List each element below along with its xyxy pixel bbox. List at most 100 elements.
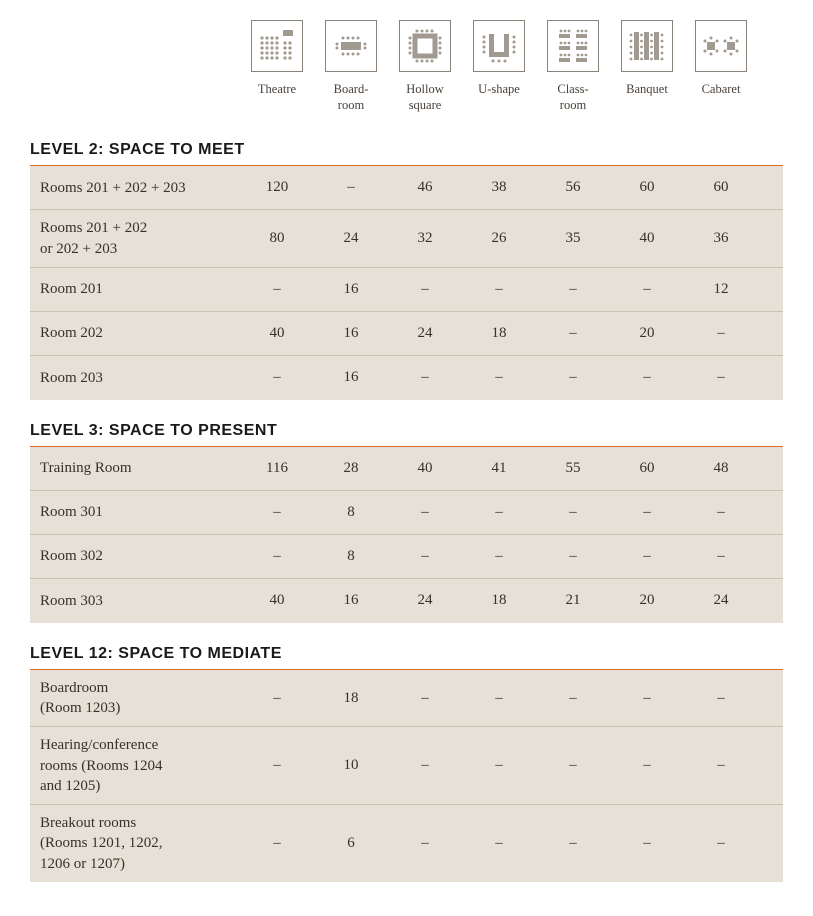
capacity-cell: –	[240, 757, 314, 774]
capacity-cell: 16	[314, 281, 388, 298]
layout-icons-row	[30, 20, 783, 72]
table-row: Rooms 201 + 202or 202 + 2038024322635403…	[30, 210, 783, 268]
capacity-cell: –	[388, 835, 462, 852]
capacity-cell: 36	[684, 230, 758, 247]
capacity-cell: –	[610, 369, 684, 386]
table-section: LEVEL 2: SPACE TO MEETRooms 201 + 202 + …	[30, 133, 783, 400]
room-name: Room 201	[30, 279, 240, 299]
table-section: LEVEL 3: SPACE TO PRESENTTraining Room11…	[30, 414, 783, 623]
room-name: Hearing/conferencerooms (Rooms 1204and 1…	[30, 735, 240, 796]
capacity-cell: –	[610, 757, 684, 774]
capacity-cell: –	[462, 369, 536, 386]
capacity-cell: –	[388, 757, 462, 774]
capacity-cell: 24	[388, 592, 462, 609]
table-row: Room 301–8–––––	[30, 491, 783, 535]
capacity-cell: –	[462, 281, 536, 298]
capacity-cell: –	[388, 504, 462, 521]
capacity-cell: 55	[536, 460, 610, 477]
capacity-cell: –	[388, 281, 462, 298]
col-label: Cabaret	[684, 78, 758, 117]
capacity-cell: –	[462, 504, 536, 521]
col-label: Theatre	[240, 78, 314, 117]
capacity-cell: –	[536, 325, 610, 342]
table-row: Rooms 201 + 202 + 203120–4638566060	[30, 166, 783, 210]
table-row: Room 201–16––––12	[30, 268, 783, 312]
capacity-cell: 60	[610, 179, 684, 196]
capacity-cell: 20	[610, 325, 684, 342]
capacity-cell: 40	[610, 230, 684, 247]
capacity-cell: –	[462, 757, 536, 774]
capacity-cell: –	[536, 690, 610, 707]
capacity-cell: –	[240, 690, 314, 707]
col-label: Board-room	[314, 78, 388, 117]
table-row: Breakout rooms(Rooms 1201, 1202,1206 or …	[30, 805, 783, 882]
boardroom-icon	[325, 20, 377, 72]
capacity-cell: 40	[240, 592, 314, 609]
room-name: Breakout rooms(Rooms 1201, 1202,1206 or …	[30, 813, 240, 874]
capacity-cell: 48	[684, 460, 758, 477]
capacity-cell: –	[684, 757, 758, 774]
col-label: Class-room	[536, 78, 610, 117]
capacity-cell: –	[462, 690, 536, 707]
capacity-cell: 18	[462, 325, 536, 342]
table-row: Room 30340162418212024	[30, 579, 783, 623]
capacity-cell: 6	[314, 835, 388, 852]
capacity-cell: –	[314, 179, 388, 196]
capacity-cell: 60	[684, 179, 758, 196]
table-section: LEVEL 12: SPACE TO MEDIATEBoardroom(Room…	[30, 637, 783, 882]
capacity-cell: 12	[684, 281, 758, 298]
section-header: LEVEL 2: SPACE TO MEET	[30, 133, 783, 166]
capacity-cell: –	[684, 325, 758, 342]
capacity-cell: 16	[314, 592, 388, 609]
capacity-cell: –	[684, 504, 758, 521]
capacity-cell: 24	[314, 230, 388, 247]
capacity-cell: –	[536, 757, 610, 774]
capacity-cell: 18	[314, 690, 388, 707]
section-header: LEVEL 12: SPACE TO MEDIATE	[30, 637, 783, 670]
capacity-cell: 40	[388, 460, 462, 477]
capacity-cell: 10	[314, 757, 388, 774]
capacity-cell: –	[462, 835, 536, 852]
capacity-cell: –	[240, 504, 314, 521]
capacity-cell: 8	[314, 548, 388, 565]
table-row: Room 302–8–––––	[30, 535, 783, 579]
capacity-cell: 28	[314, 460, 388, 477]
layout-labels-row: Theatre Board-room Hollowsquare U-shape …	[30, 78, 783, 117]
capacity-cell: 41	[462, 460, 536, 477]
banquet-icon	[621, 20, 673, 72]
capacity-table: LEVEL 2: SPACE TO MEETRooms 201 + 202 + …	[30, 133, 783, 882]
room-name: Room 301	[30, 502, 240, 522]
capacity-cell: –	[684, 835, 758, 852]
capacity-cell: –	[684, 548, 758, 565]
capacity-cell: 26	[462, 230, 536, 247]
capacity-cell: –	[388, 690, 462, 707]
capacity-cell: –	[536, 504, 610, 521]
capacity-cell: 24	[684, 592, 758, 609]
room-name: Room 202	[30, 323, 240, 343]
capacity-cell: 116	[240, 460, 314, 477]
room-name: Rooms 201 + 202or 202 + 203	[30, 218, 240, 259]
capacity-cell: –	[240, 369, 314, 386]
capacity-cell: –	[240, 835, 314, 852]
capacity-cell: –	[240, 548, 314, 565]
capacity-cell: 24	[388, 325, 462, 342]
capacity-cell: –	[684, 369, 758, 386]
capacity-cell: 16	[314, 369, 388, 386]
capacity-cell: –	[610, 690, 684, 707]
capacity-cell: 21	[536, 592, 610, 609]
capacity-cell: –	[610, 835, 684, 852]
capacity-cell: –	[610, 504, 684, 521]
theatre-icon	[251, 20, 303, 72]
capacity-cell: –	[388, 548, 462, 565]
classroom-icon	[547, 20, 599, 72]
capacity-cell: 80	[240, 230, 314, 247]
col-label: Hollowsquare	[388, 78, 462, 117]
capacity-cell: –	[536, 369, 610, 386]
room-name: Room 203	[30, 368, 240, 388]
capacity-cell: 38	[462, 179, 536, 196]
capacity-cell: 120	[240, 179, 314, 196]
capacity-cell: –	[610, 548, 684, 565]
capacity-cell: 60	[610, 460, 684, 477]
capacity-cell: 16	[314, 325, 388, 342]
cabaret-icon	[695, 20, 747, 72]
